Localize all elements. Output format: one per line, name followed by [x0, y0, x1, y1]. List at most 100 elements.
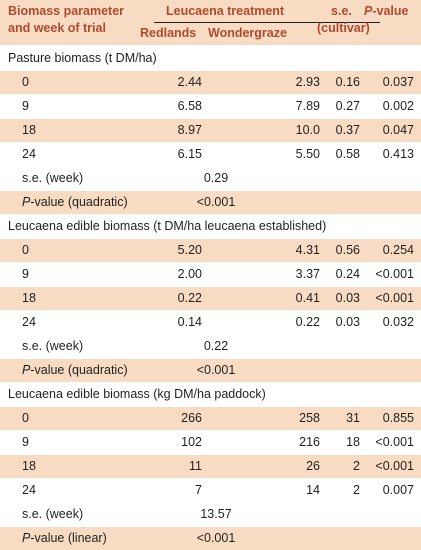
col-header-redlands: Redlands	[140, 26, 197, 40]
redlands-cell: 7	[195, 483, 202, 497]
pvalue-cell: 0.413	[382, 147, 414, 161]
table-row: 0 266 258 31 0.855	[0, 407, 421, 430]
table-row: 0 2.44 2.93 0.16 0.037	[0, 71, 421, 94]
pvalue-cell: 0.032	[382, 315, 414, 329]
section-title-row: Leucaena edible biomass (t DM/ha leucaen…	[0, 215, 421, 238]
table-row: 9 2.00 3.37 0.24 <0.001	[0, 263, 421, 286]
section-title-row: Leucaena edible biomass (kg DM/ha paddoc…	[0, 383, 421, 406]
se-cultivar-cell: 0.37	[335, 123, 360, 137]
table-row: 18 8.97 10.0 0.37 0.047	[0, 119, 421, 142]
wondergraze-cell: 14	[306, 483, 320, 497]
redlands-cell: 11	[189, 459, 202, 473]
section-title: Leucaena edible biomass (kg DM/ha paddoc…	[8, 387, 266, 401]
wondergraze-cell: 216	[299, 435, 320, 449]
week-cell: 24	[22, 315, 36, 329]
wondergraze-cell: 258	[299, 411, 320, 425]
wondergraze-cell: 3.37	[295, 267, 320, 281]
wondergraze-cell: 4.31	[295, 243, 320, 257]
col-header-se-line2: (cultivar)	[317, 21, 370, 35]
se-cultivar-cell: 0.27	[335, 99, 360, 113]
wondergraze-cell: 0.41	[295, 291, 320, 305]
table-row: 24 0.14 0.22 0.03 0.032	[0, 311, 421, 334]
wondergraze-cell: 7.89	[295, 99, 320, 113]
pvalue-cell: 0.002	[382, 99, 414, 113]
se-cultivar-cell: 2	[353, 483, 360, 497]
table-row: 24 6.15 5.50 0.58 0.413	[0, 143, 421, 166]
se-cultivar-cell: 0.24	[335, 267, 360, 281]
wondergraze-cell: 5.50	[295, 147, 320, 161]
se-cultivar-cell: 2	[353, 459, 360, 473]
se-cultivar-cell: 0.16	[335, 75, 360, 89]
pvalue-cell: 0.037	[382, 75, 414, 89]
section-title: Pasture biomass (t DM/ha)	[8, 51, 157, 65]
table-row: 9 6.58 7.89 0.27 0.002	[0, 95, 421, 118]
se-cultivar-cell: 0.03	[335, 291, 360, 305]
pvalue-trend-row: P-value (quadratic) <0.001	[0, 191, 421, 214]
se-week-value: 0.22	[203, 339, 229, 353]
pvalue-cell: 0.254	[382, 243, 414, 257]
redlands-cell: 6.58	[177, 99, 202, 113]
pvalue-cell: 0.855	[382, 411, 414, 425]
week-cell: 24	[22, 483, 36, 497]
redlands-cell: 2.00	[177, 267, 202, 281]
col-group-header-leucaena: Leucaena treatment	[166, 4, 285, 18]
redlands-cell: 0.22	[177, 291, 202, 305]
week-cell: 0	[22, 411, 29, 425]
table-row: 0 5.20 4.31 0.56 0.254	[0, 239, 421, 262]
pvalue-cell: <0.001	[375, 267, 414, 281]
redlands-cell: 2.44	[177, 75, 202, 89]
section-title-row: Pasture biomass (t DM/ha)	[0, 47, 421, 70]
col-header-se-line1: s.e.	[331, 4, 352, 18]
week-cell: 0	[22, 243, 29, 257]
se-week-value: 13.57	[200, 507, 232, 521]
pvalue-cell: <0.001	[375, 435, 414, 449]
pvalue-trend-value: <0.001	[196, 195, 236, 209]
pvalue-trend-value: <0.001	[196, 363, 236, 377]
section-title: Leucaena edible biomass (t DM/ha leucaen…	[8, 219, 327, 233]
pvalue-cell: 0.007	[382, 483, 414, 497]
col-header-parameter-line1: Biomass parameter	[8, 4, 125, 18]
week-cell: 24	[22, 147, 36, 161]
week-cell: 9	[22, 435, 29, 449]
week-cell: 9	[22, 267, 29, 281]
se-cultivar-cell: 18	[346, 435, 360, 449]
table-row: 18 11 26 2 <0.001	[0, 455, 421, 478]
se-cultivar-cell: 0.56	[335, 243, 360, 257]
redlands-cell: 266	[181, 411, 202, 425]
table-header: Biomass parameter and week of trial Leuc…	[0, 0, 421, 45]
col-header-pvalue: P-value	[364, 4, 409, 18]
week-cell: 0	[22, 75, 29, 89]
pvalue-cell: 0.047	[382, 123, 414, 137]
se-week-row: s.e. (week) 13.57	[0, 503, 421, 526]
pvalue-cell: <0.001	[375, 459, 414, 473]
pvalue-trend-value: <0.001	[196, 531, 236, 545]
week-cell: 18	[22, 459, 36, 473]
group-header-underline	[154, 22, 380, 23]
se-week-label: s.e. (week)	[22, 339, 84, 353]
wondergraze-cell: 10.0	[295, 123, 320, 137]
wondergraze-cell: 26	[306, 459, 320, 473]
redlands-cell: 8.97	[177, 123, 202, 137]
pvalue-trend-row: P-value (linear) <0.001	[0, 527, 421, 550]
redlands-cell: 102	[181, 435, 202, 449]
se-week-row: s.e. (week) 0.22	[0, 335, 421, 358]
se-week-value: 0.29	[203, 171, 229, 185]
pvalue-trend-label: P-value (quadratic)	[22, 195, 128, 209]
se-week-label: s.e. (week)	[22, 507, 84, 521]
pvalue-trend-label: P-value (linear)	[22, 531, 107, 545]
col-header-wondergraze: Wondergraze	[208, 26, 287, 40]
se-cultivar-cell: 31	[346, 411, 360, 425]
col-header-parameter-line2: and week of trial	[8, 21, 106, 35]
se-cultivar-cell: 0.58	[335, 147, 360, 161]
table-row: 18 0.22 0.41 0.03 <0.001	[0, 287, 421, 310]
redlands-cell: 5.20	[177, 243, 202, 257]
se-week-label: s.e. (week)	[22, 171, 84, 185]
wondergraze-cell: 2.93	[295, 75, 320, 89]
table-row: 24 7 14 2 0.007	[0, 479, 421, 502]
pvalue-trend-label: P-value (quadratic)	[22, 363, 128, 377]
table-row: 9 102 216 18 <0.001	[0, 431, 421, 454]
se-week-row: s.e. (week) 0.29	[0, 167, 421, 190]
pvalue-trend-row: P-value (quadratic) <0.001	[0, 359, 421, 382]
week-cell: 18	[22, 291, 36, 305]
wondergraze-cell: 0.22	[295, 315, 320, 329]
